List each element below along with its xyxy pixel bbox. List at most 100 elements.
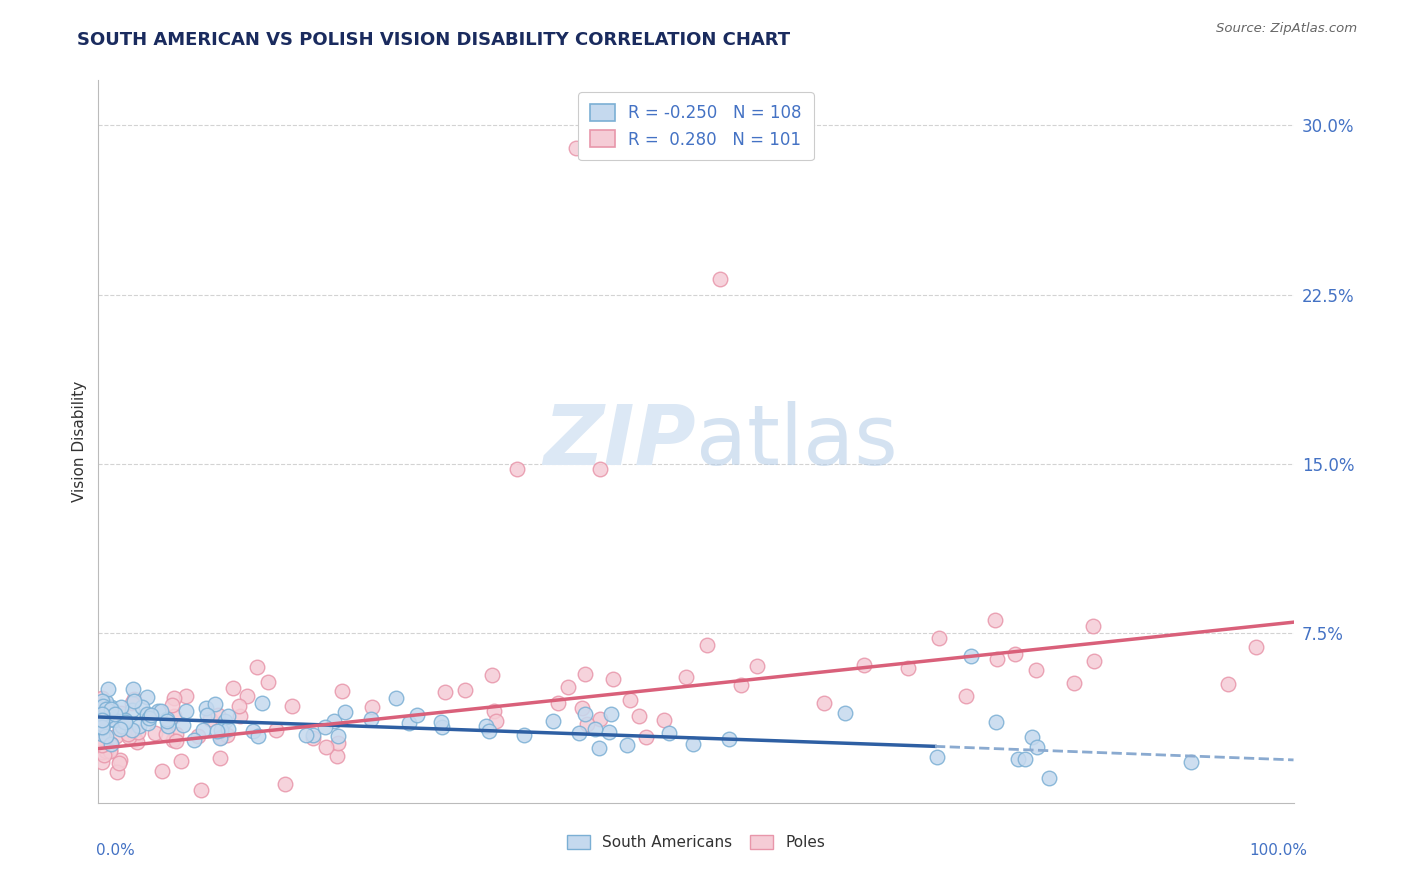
Point xyxy=(91,727,114,741)
Point xyxy=(91,738,114,752)
Point xyxy=(927,750,949,764)
Point xyxy=(575,716,598,731)
Point xyxy=(302,729,325,743)
Point xyxy=(207,707,229,722)
Point xyxy=(314,720,336,734)
Point xyxy=(152,764,174,779)
Point xyxy=(108,722,131,736)
Point xyxy=(100,700,122,714)
Point xyxy=(127,724,149,739)
Point xyxy=(110,754,132,768)
Point xyxy=(114,715,136,730)
Point xyxy=(246,660,269,674)
Point xyxy=(163,709,186,723)
Point xyxy=(274,776,297,790)
Point xyxy=(589,712,612,726)
Point xyxy=(91,720,114,734)
Point xyxy=(834,706,856,720)
Point xyxy=(1063,676,1085,690)
Point xyxy=(897,661,920,675)
Point xyxy=(984,613,1007,627)
Point xyxy=(125,735,148,749)
Point xyxy=(229,708,252,723)
Point xyxy=(104,707,127,722)
Point xyxy=(717,731,740,746)
Point xyxy=(568,726,591,740)
Point xyxy=(170,754,193,768)
Point xyxy=(100,737,122,751)
Point xyxy=(1014,752,1036,766)
Point xyxy=(136,690,159,705)
Point xyxy=(117,727,139,741)
Point xyxy=(94,702,117,716)
Point xyxy=(96,744,118,758)
Point xyxy=(406,707,429,722)
Point xyxy=(1038,771,1060,785)
Point xyxy=(813,696,835,710)
Point xyxy=(198,712,221,726)
Point xyxy=(91,701,114,715)
Point xyxy=(155,727,177,741)
Point xyxy=(482,705,505,719)
Point xyxy=(658,726,681,740)
Point xyxy=(91,745,114,759)
Point xyxy=(541,714,564,728)
Point xyxy=(682,737,704,751)
Point xyxy=(91,701,114,715)
Point xyxy=(675,670,697,684)
Point xyxy=(195,708,218,723)
Point xyxy=(208,751,231,765)
Point xyxy=(121,703,143,717)
Point xyxy=(330,684,353,698)
Point xyxy=(1180,756,1202,770)
Point xyxy=(114,713,136,727)
Point xyxy=(162,733,184,747)
Point xyxy=(246,729,269,743)
Point xyxy=(139,708,162,723)
Point xyxy=(131,700,153,714)
Point xyxy=(315,739,337,754)
Point xyxy=(91,713,114,727)
Point xyxy=(600,706,623,721)
Point xyxy=(326,749,349,764)
Point xyxy=(1025,664,1047,678)
Point xyxy=(485,714,508,728)
Y-axis label: Vision Disability: Vision Disability xyxy=(72,381,87,502)
Point xyxy=(557,680,579,694)
Point xyxy=(619,692,641,706)
Point xyxy=(165,727,187,741)
Point xyxy=(121,696,143,710)
Point xyxy=(108,756,131,770)
Point xyxy=(1083,654,1105,668)
Point xyxy=(190,783,212,797)
Point xyxy=(165,734,187,748)
Point xyxy=(96,709,118,723)
Point xyxy=(1021,730,1043,744)
Point xyxy=(174,704,197,718)
Point xyxy=(730,678,752,692)
Point xyxy=(242,723,264,738)
Point xyxy=(97,681,120,696)
Point xyxy=(852,658,875,673)
Point xyxy=(94,735,117,749)
Point xyxy=(149,704,172,718)
Point xyxy=(91,694,114,708)
Point xyxy=(124,691,146,706)
Point xyxy=(93,716,115,731)
Point xyxy=(128,719,150,733)
Point xyxy=(506,461,529,475)
Point xyxy=(91,742,114,756)
Point xyxy=(430,720,453,734)
Point xyxy=(475,719,498,733)
Point xyxy=(547,696,569,710)
Point xyxy=(103,713,125,727)
Point xyxy=(1004,647,1026,661)
Point xyxy=(986,652,1008,666)
Point xyxy=(156,712,179,726)
Point xyxy=(335,705,357,719)
Point xyxy=(91,708,114,723)
Point xyxy=(217,709,239,723)
Point xyxy=(193,723,215,737)
Point xyxy=(91,717,114,731)
Point xyxy=(136,707,159,722)
